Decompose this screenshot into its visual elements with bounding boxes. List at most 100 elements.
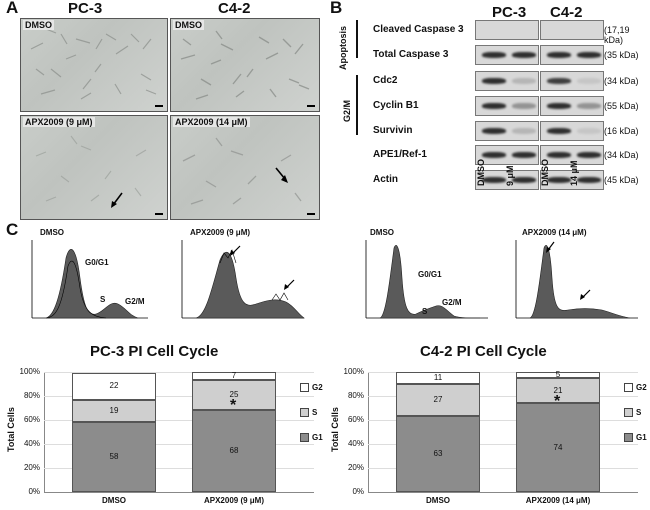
blot-row-kda: (17,19 kDa) (604, 25, 630, 45)
blot-row-kda: (34 kDa) (604, 76, 639, 86)
gridline (368, 396, 638, 397)
blot-row-label: Actin (373, 174, 398, 185)
y-tick-label: 80% (347, 391, 364, 400)
y-tick-label: 40% (347, 439, 364, 448)
micrograph-c42-apx2009: APX2009 (14 μM) (170, 115, 320, 220)
y-tick-label: 0% (28, 487, 40, 496)
bar-segment-g2 (396, 372, 480, 384)
gridline (44, 396, 314, 397)
legend-item-g2: G2 (300, 383, 323, 393)
y-tick-label: 80% (23, 391, 40, 400)
blot-band (512, 103, 536, 109)
blot-row-kda: (16 kDa) (604, 126, 639, 136)
blot-band (547, 152, 571, 158)
panel-b-label: B (330, 0, 343, 17)
y-tick-label: 40% (23, 439, 40, 448)
histogram-title: APX2009 (9 μM) (190, 228, 251, 237)
x-category-label: DMSO (102, 496, 126, 505)
y-tick-label: 20% (347, 463, 364, 472)
blot-band (577, 52, 601, 58)
blot-image (540, 145, 604, 165)
blot-band (577, 78, 601, 84)
legend-label: G1 (636, 433, 647, 442)
histogram-title: APX2009 (14 μM) (522, 228, 587, 237)
y-tick-label: 60% (347, 415, 364, 424)
blot-image (540, 45, 604, 65)
bar-segment-s (516, 378, 600, 404)
y-axis (44, 372, 45, 492)
bar-segment-g1 (516, 403, 600, 492)
panel-b-header-pc3: PC-3 (492, 4, 527, 21)
panel-b-header-c42: C4-2 (550, 4, 583, 21)
histogram-title: DMSO (40, 228, 64, 237)
gridline (368, 420, 638, 421)
blot-image (540, 121, 604, 141)
bar-segment-g1 (192, 410, 276, 492)
gridline (368, 444, 638, 445)
legend-item-g1: G1 (300, 433, 323, 443)
cell-texture (30, 28, 157, 100)
gridline (44, 372, 314, 373)
legend-swatch (300, 433, 309, 443)
blot-band (577, 152, 601, 158)
gridline (368, 492, 638, 493)
scale-bar (155, 105, 163, 107)
micrograph-caption: DMSO (173, 20, 204, 30)
bar-value-label: 19 (109, 406, 119, 415)
micrograph-caption: DMSO (23, 20, 54, 30)
blot-band (512, 128, 536, 134)
blot-image (475, 20, 539, 40)
legend-item-s: S (300, 408, 318, 418)
blot-band (547, 78, 571, 84)
bar-value-label: 74 (553, 442, 563, 452)
blot-row-label: Total Caspase 3 (373, 49, 449, 60)
legend-item-s: S (624, 408, 642, 418)
legend-label: S (636, 408, 642, 417)
legend-label: G2 (636, 383, 647, 392)
x-category-label: APX2009 (9 μM) (203, 496, 265, 505)
micrograph-pc3-apx2009: APX2009 (9 μM) (20, 115, 168, 220)
x-category-label: APX2009 (14 μM) (525, 496, 591, 505)
y-tick-label: 20% (23, 463, 40, 472)
blot-row-kda: (35 kDa) (604, 50, 639, 60)
bar-segment-g2 (192, 372, 276, 381)
blot-row-label: Survivin (373, 125, 413, 136)
phase-label: S (100, 295, 106, 304)
blot-band (547, 52, 571, 58)
significance-star: * (554, 392, 561, 410)
gridline (44, 444, 314, 445)
group-apoptosis: Apoptosis (338, 26, 348, 70)
legend-swatch (300, 408, 309, 418)
blot-band (482, 152, 506, 158)
y-axis (368, 372, 369, 492)
histogram-title: DMSO (370, 228, 394, 237)
bar-value-label: 27 (433, 395, 443, 405)
cell-texture (180, 30, 310, 100)
phase-label: G0/G1 (418, 270, 442, 279)
bar-value-label: 11 (433, 373, 443, 382)
gridline (44, 468, 314, 469)
blot-band (482, 52, 506, 58)
blot-band (512, 52, 536, 58)
legend-swatch (624, 408, 633, 418)
bar-segment-g2 (72, 373, 156, 400)
g2m-bracket (356, 75, 358, 135)
lane-label: 9 μM (505, 165, 515, 186)
blot-band (547, 177, 571, 183)
blot-band (577, 177, 601, 183)
gridline (368, 372, 638, 373)
x-category-label: DMSO (426, 496, 450, 505)
blot-band (577, 128, 601, 134)
panel-a-header-pc3: PC-3 (68, 0, 103, 17)
blot-row-kda: (34 kDa) (604, 150, 639, 160)
phase-label: S (422, 307, 428, 316)
blot-row-label: APE1/Ref-1 (373, 149, 427, 160)
phase-label: G2/M (442, 298, 462, 307)
blot-image (475, 96, 539, 116)
legend-label: G1 (312, 433, 323, 442)
legend-label: S (312, 408, 318, 417)
blot-image (475, 170, 539, 190)
bar-value-label: 58 (109, 452, 119, 462)
y-tick-label: 100% (343, 367, 364, 376)
histogram-c42-apx (515, 240, 638, 319)
